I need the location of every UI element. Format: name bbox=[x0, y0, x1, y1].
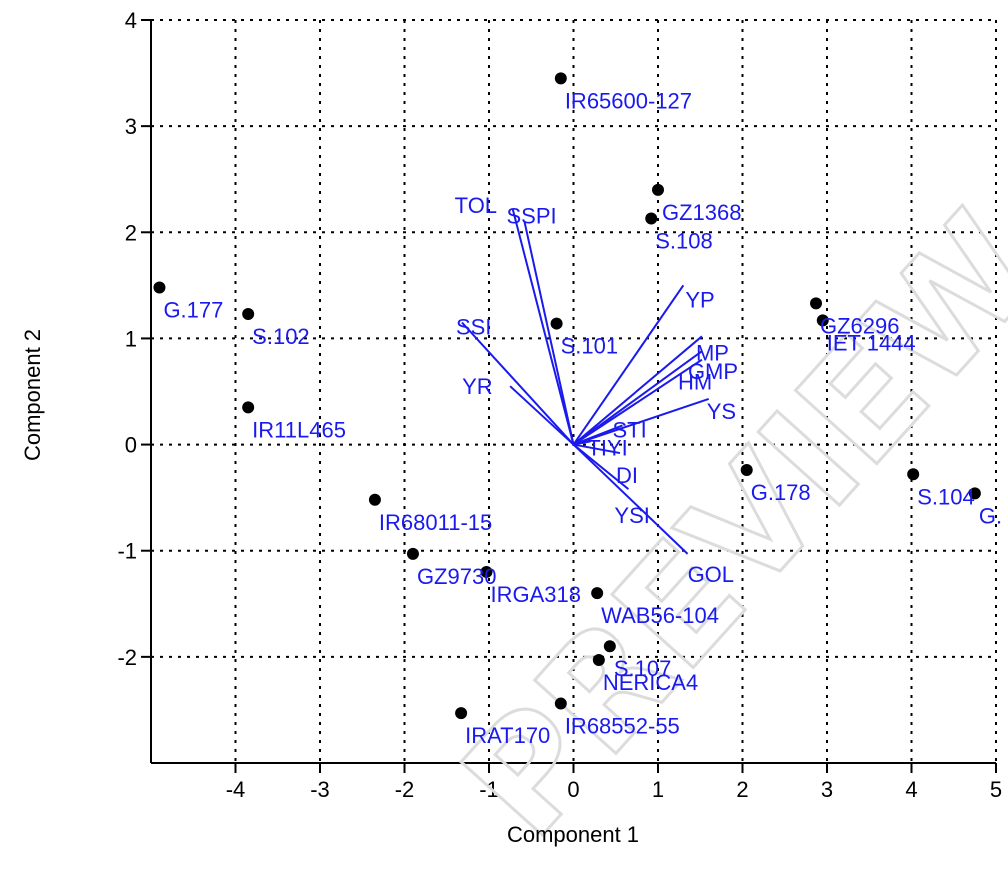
y-tick-label: 3 bbox=[125, 114, 137, 139]
vector-label: DI bbox=[616, 463, 638, 488]
vector-label: GOL bbox=[688, 562, 734, 587]
grid-lines bbox=[151, 19, 997, 763]
x-tick-label: 0 bbox=[567, 777, 579, 802]
vector-ys bbox=[573, 397, 710, 446]
score-point bbox=[550, 317, 563, 330]
y-tick-label: 2 bbox=[125, 220, 137, 245]
score-point bbox=[645, 212, 658, 225]
vector-label: SSI bbox=[456, 315, 491, 340]
score-points bbox=[153, 72, 981, 720]
score-point bbox=[153, 281, 166, 294]
vector-gmp bbox=[572, 350, 703, 446]
score-point bbox=[603, 640, 616, 653]
point-label: IR68552-55 bbox=[565, 714, 680, 739]
vector-label: SSPI bbox=[506, 204, 556, 229]
point-label: S.107 bbox=[614, 656, 672, 681]
vector-label: YSI bbox=[614, 503, 649, 528]
vector-label: STI bbox=[613, 417, 647, 442]
vector-yp bbox=[572, 284, 685, 446]
vector-gol bbox=[572, 443, 689, 555]
x-tick-label: -1 bbox=[479, 777, 499, 802]
vector-label: YS bbox=[707, 399, 736, 424]
x-axis-title: Component 1 bbox=[507, 822, 639, 847]
point-label: S.101 bbox=[561, 334, 619, 359]
loading-vectors bbox=[461, 208, 710, 555]
y-tick-label: 1 bbox=[125, 326, 137, 351]
x-tick-label: -2 bbox=[395, 777, 415, 802]
score-point bbox=[242, 308, 255, 321]
vector-label: YP bbox=[685, 287, 714, 312]
y-tick-label: 4 bbox=[125, 8, 137, 33]
score-point bbox=[591, 587, 604, 600]
point-label: G.178 bbox=[751, 480, 811, 505]
vector-di bbox=[573, 443, 621, 455]
vector-label: GMP bbox=[688, 359, 738, 384]
x-tick-label: 5 bbox=[990, 777, 1002, 802]
score-point bbox=[968, 487, 981, 500]
score-point bbox=[242, 401, 255, 414]
y-tick-label: -1 bbox=[117, 539, 137, 564]
score-point bbox=[740, 464, 753, 477]
point-label: GZ9730 bbox=[417, 564, 497, 589]
point-label: G. bbox=[979, 503, 1002, 528]
x-tick-label: 1 bbox=[652, 777, 664, 802]
x-tick-label: 4 bbox=[905, 777, 917, 802]
vector-label: HM bbox=[678, 370, 712, 395]
vector-label: TOL bbox=[455, 193, 497, 218]
vector-mp bbox=[572, 335, 703, 446]
point-label: S.108 bbox=[655, 228, 713, 253]
vector-label: MP bbox=[696, 340, 729, 365]
y-axis-title: Component 2 bbox=[20, 329, 45, 461]
score-point bbox=[592, 654, 605, 667]
y-tick-label: 0 bbox=[125, 433, 137, 458]
tick-labels: -4 -3 -2 -1 0 1 2 3 4 5 -2 -1 0 1 2 3 4 bbox=[117, 8, 1002, 802]
score-point bbox=[554, 72, 567, 85]
score-point bbox=[368, 493, 381, 506]
x-tick-label: 3 bbox=[821, 777, 833, 802]
watermark: PREVIEW bbox=[429, 181, 1008, 871]
score-point bbox=[907, 468, 920, 481]
score-point bbox=[652, 183, 664, 196]
score-point bbox=[816, 314, 829, 327]
point-label: IRAT170 bbox=[465, 723, 550, 748]
y-tick-label: -2 bbox=[117, 645, 137, 670]
point-label: GZ1368 bbox=[662, 200, 742, 225]
vector-tol bbox=[511, 208, 575, 445]
point-label: S.102 bbox=[252, 324, 309, 349]
point-label: S.104 bbox=[917, 484, 975, 509]
vector-ssi bbox=[461, 321, 575, 446]
watermark-text: PREVIEW bbox=[431, 182, 1008, 869]
point-label: GZ6296 bbox=[820, 313, 900, 338]
vector-tiyi bbox=[573, 440, 591, 446]
x-tick-label: 2 bbox=[736, 777, 748, 802]
vector-label: TIYI bbox=[587, 435, 627, 460]
vector-hm bbox=[572, 358, 703, 446]
score-point bbox=[480, 565, 493, 578]
score-point bbox=[554, 697, 567, 710]
vector-sti bbox=[573, 424, 623, 446]
vector-yr bbox=[509, 385, 575, 446]
point-label: NERICA4 bbox=[603, 670, 698, 695]
point-label: IET 1444 bbox=[827, 330, 916, 355]
vector-label: YR bbox=[462, 374, 493, 399]
point-label: IR65600-127 bbox=[565, 88, 692, 113]
vector-sspi bbox=[523, 221, 575, 445]
point-label: IRGA318 bbox=[490, 582, 580, 607]
axes bbox=[141, 19, 997, 773]
x-tick-label: -3 bbox=[310, 777, 330, 802]
point-label: G.177 bbox=[163, 297, 223, 322]
score-point bbox=[810, 297, 823, 310]
point-label: IR68011-15 bbox=[379, 510, 492, 535]
x-tick-label: -4 bbox=[226, 777, 246, 802]
point-label: WAB56-104 bbox=[601, 603, 719, 628]
score-point bbox=[455, 707, 468, 720]
point-label: IR11L465 bbox=[252, 417, 346, 442]
score-point bbox=[406, 547, 419, 560]
